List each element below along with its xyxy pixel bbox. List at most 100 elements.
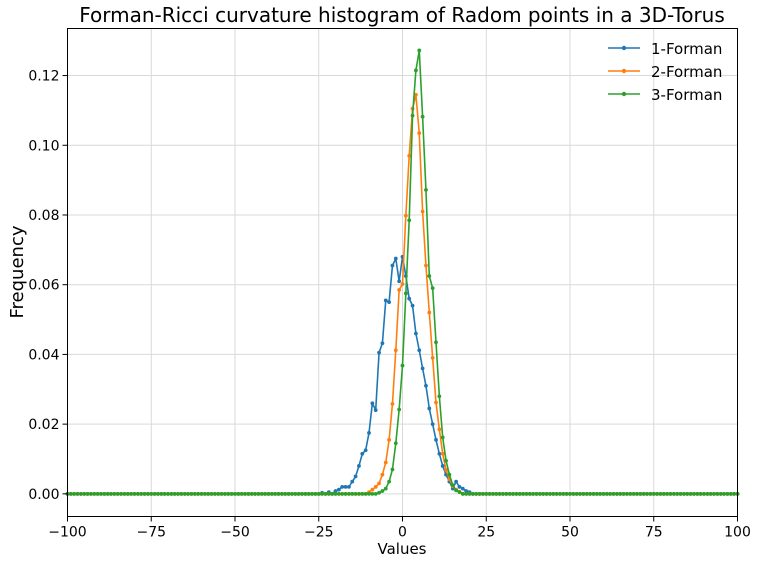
y-tick-label: 0.10 bbox=[28, 138, 59, 154]
series-3-point bbox=[390, 467, 395, 472]
series-3-point bbox=[269, 491, 274, 496]
series-3-point bbox=[484, 491, 489, 496]
series-3-point bbox=[290, 491, 294, 496]
series-3-point bbox=[702, 491, 706, 496]
series-3-point bbox=[236, 491, 241, 496]
series-1-point bbox=[360, 451, 365, 456]
series-3-point bbox=[135, 491, 140, 496]
series-3-point bbox=[380, 489, 385, 493]
series-3-point bbox=[491, 491, 495, 496]
legend: 1-Forman 2-Forman 3-Forman bbox=[608, 40, 722, 104]
series-3-point bbox=[343, 491, 348, 496]
series-2-point bbox=[373, 484, 378, 489]
series-3-point bbox=[363, 491, 368, 496]
series-3-point bbox=[256, 491, 261, 496]
series-3-point bbox=[440, 435, 445, 440]
series-2-point bbox=[393, 348, 398, 353]
series-3-point bbox=[162, 491, 167, 496]
series-3-point bbox=[564, 491, 569, 496]
series-3-point bbox=[403, 291, 408, 296]
series-3-point bbox=[534, 491, 539, 496]
series-3-point bbox=[658, 491, 663, 496]
series-3-point bbox=[725, 491, 730, 496]
series-2-point bbox=[390, 402, 395, 406]
series-3-point bbox=[259, 491, 264, 496]
series-3-point bbox=[511, 491, 515, 496]
series-1-point bbox=[424, 383, 428, 388]
series-2-point bbox=[387, 437, 391, 442]
series-3-point bbox=[280, 491, 284, 496]
series-3-point bbox=[638, 491, 643, 496]
series-3-point bbox=[216, 491, 221, 496]
series-2-point bbox=[420, 209, 425, 214]
series-3-point bbox=[594, 491, 599, 496]
series-3-point bbox=[454, 488, 458, 493]
series-3-point bbox=[708, 491, 713, 496]
series-2-point bbox=[397, 288, 402, 292]
series-3-point bbox=[360, 491, 365, 496]
series-3-point bbox=[122, 491, 127, 496]
series-3-point bbox=[92, 491, 97, 496]
y-tick-label: 0.02 bbox=[28, 417, 59, 433]
series-1-point bbox=[454, 479, 458, 484]
series-3-point bbox=[323, 491, 328, 496]
series-3-point bbox=[202, 491, 207, 496]
series-3-point bbox=[521, 491, 525, 496]
x-tick-label: 25 bbox=[477, 525, 495, 541]
x-tick-label: −25 bbox=[304, 525, 334, 541]
series-3-point bbox=[692, 491, 696, 496]
series-3-point bbox=[715, 491, 720, 496]
series-3-point bbox=[105, 491, 110, 496]
series-3-point bbox=[417, 48, 422, 53]
series-3-point bbox=[146, 491, 150, 496]
chart-title: Forman-Ricci curvature histogram of Rado… bbox=[79, 3, 725, 27]
series-3-point bbox=[598, 491, 603, 496]
series-3-point bbox=[239, 491, 244, 496]
series-3-point bbox=[79, 491, 83, 496]
series-3-point bbox=[688, 491, 693, 496]
series-3-point bbox=[347, 491, 351, 496]
series-3-point bbox=[671, 491, 676, 496]
series-2-point bbox=[370, 487, 375, 492]
series-3-point bbox=[474, 491, 479, 496]
series-3-point bbox=[665, 491, 670, 496]
legend-label-2: 2-Forman bbox=[651, 63, 722, 81]
series-1-point bbox=[407, 296, 412, 301]
series-2-point bbox=[427, 310, 432, 315]
series-3-point bbox=[182, 491, 187, 496]
series-3-point bbox=[427, 274, 432, 278]
series-3-point bbox=[410, 113, 415, 118]
series-3-point bbox=[266, 491, 271, 496]
series-3-point bbox=[125, 491, 130, 496]
series-3-point bbox=[561, 491, 566, 496]
series-2-point bbox=[430, 356, 435, 360]
series-3-point bbox=[333, 491, 338, 496]
series-3-point bbox=[206, 491, 211, 496]
series-1-point bbox=[430, 422, 435, 427]
series-1-point bbox=[420, 366, 425, 371]
series-3-point bbox=[330, 491, 335, 496]
series-3-point bbox=[718, 491, 723, 496]
series-3-point bbox=[253, 491, 257, 496]
series-3-point bbox=[139, 491, 144, 496]
series-3-point bbox=[655, 491, 659, 496]
series-3-point bbox=[581, 491, 586, 496]
series-3-point bbox=[648, 491, 653, 496]
series-3-point bbox=[554, 491, 559, 496]
series-3-point bbox=[243, 491, 247, 496]
series-1-point bbox=[367, 430, 371, 435]
x-tick-label: 0 bbox=[398, 525, 407, 541]
series-3-point bbox=[625, 491, 629, 496]
series-3-point bbox=[551, 491, 556, 496]
series-3-point bbox=[517, 491, 522, 496]
series-3-point bbox=[159, 491, 164, 496]
series-3-point bbox=[604, 491, 609, 496]
series-1-point bbox=[393, 256, 398, 261]
series-3-point bbox=[367, 491, 371, 496]
series-3-point bbox=[115, 491, 120, 496]
series-1-point bbox=[414, 331, 418, 336]
series-2-point bbox=[407, 153, 412, 158]
series-3-point bbox=[370, 491, 375, 496]
series-3-point bbox=[601, 491, 606, 496]
series-3-point bbox=[306, 491, 311, 496]
